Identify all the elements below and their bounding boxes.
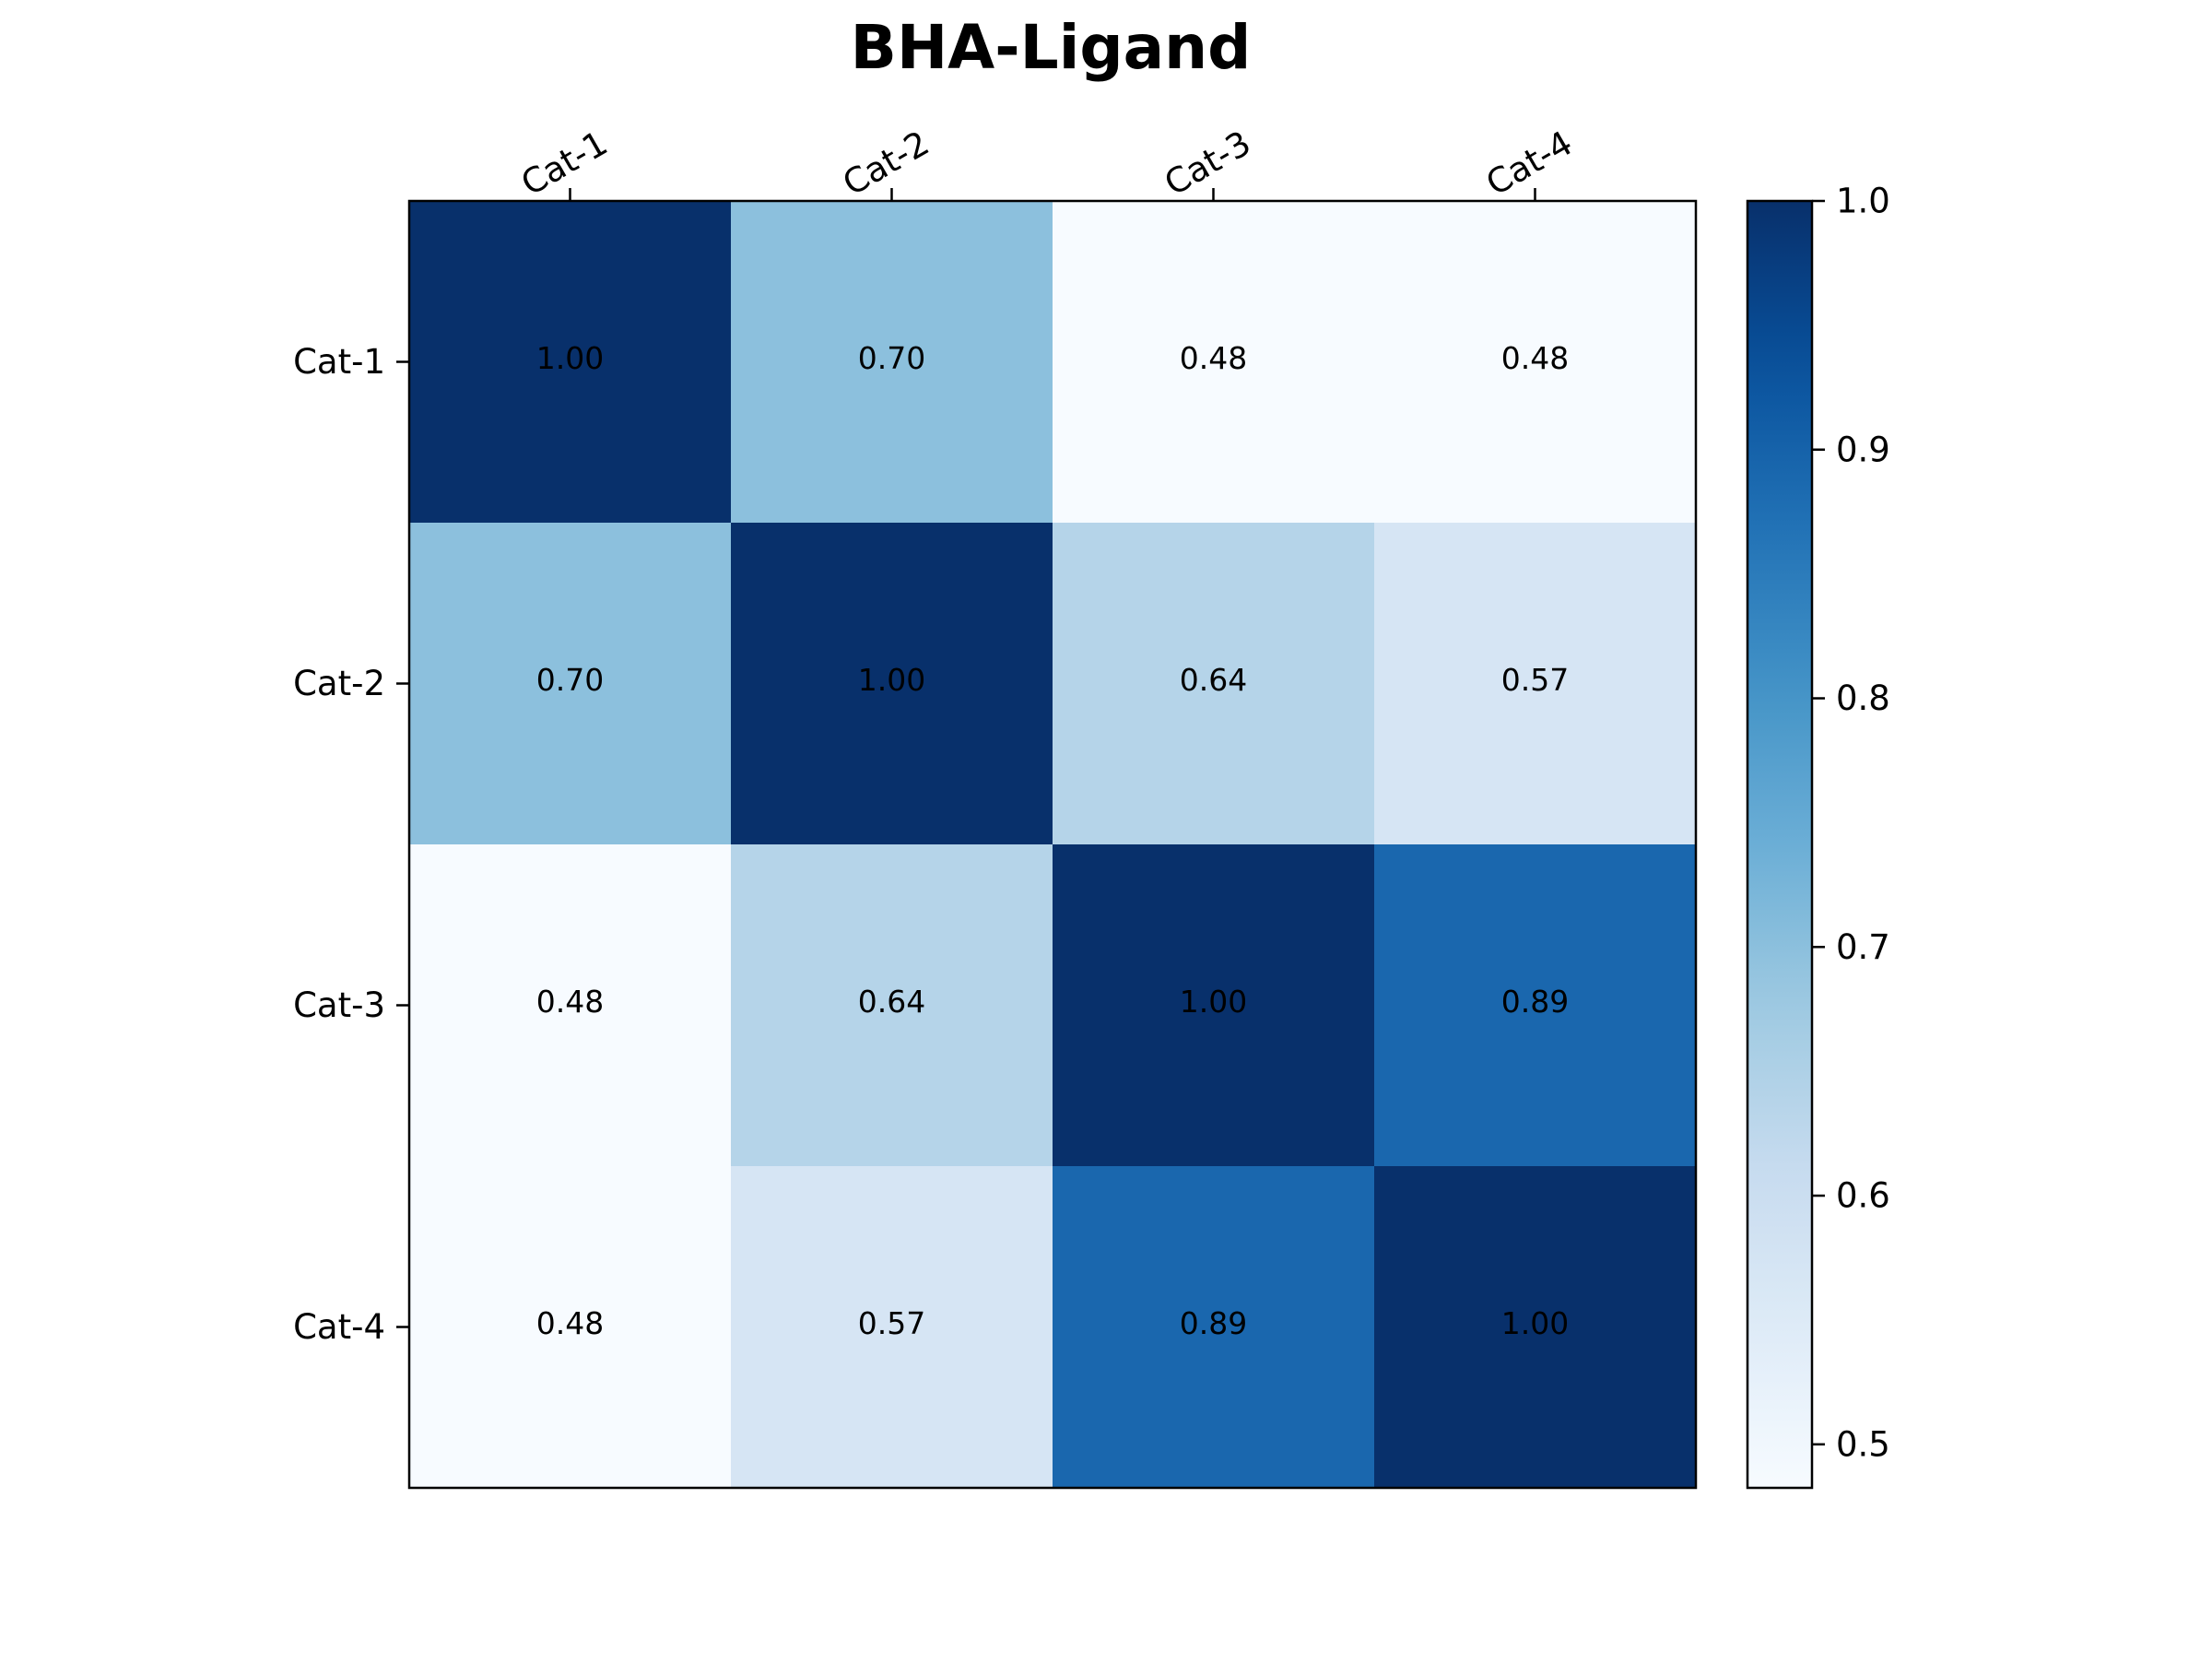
heatmap-cell-labels: 1.00 0.70 0.48 0.48 0.70 1.00 0.64 0.57 0.48 0.64… [536, 340, 1569, 1341]
heatmap-cell-4-2 [731, 1166, 1053, 1489]
cell-value-label-3-1: 0.48 [536, 984, 604, 1020]
x-tick-label-2: Cat-2 [836, 124, 935, 204]
colorbar-tick-label-4: 0.8 [1836, 678, 1890, 718]
heatmap-cell-2-1 [409, 523, 732, 845]
y-tick-label-4: Cat-4 [293, 1307, 385, 1347]
plot-frame [407, 199, 1698, 1490]
heatmap-cell-1-1 [409, 201, 732, 524]
cell-value-label-4-1: 0.48 [536, 1305, 604, 1341]
heatmap-cell-3-4 [1374, 844, 1697, 1167]
cell-value-label-2-4: 0.57 [1501, 662, 1569, 698]
colorbar-tick-label-5: 0.9 [1836, 430, 1890, 469]
heatmap-cell-4-3 [1053, 1166, 1375, 1489]
heatmap-cell-2-2 [731, 523, 1053, 845]
heatmap-cell-2-3 [1053, 523, 1375, 845]
cell-value-label-2-2: 1.00 [858, 662, 925, 698]
heatmap-cell-2-4 [1374, 523, 1697, 845]
cell-value-label-1-4: 0.48 [1501, 340, 1569, 376]
colorbar-frame [1746, 199, 1814, 1490]
cell-value-label-1-2: 0.70 [858, 340, 925, 376]
y-axis: Cat-1 Cat-2 Cat-3 Cat-4 [293, 342, 409, 1347]
cell-value-label-4-2: 0.57 [858, 1305, 925, 1341]
y-tick-label-2: Cat-2 [293, 664, 385, 703]
x-tick-label-4: Cat-4 [1479, 124, 1579, 204]
chart-title: BHA-Ligand [851, 12, 1252, 83]
heatmap-cell-1-4 [1374, 201, 1697, 524]
cell-value-label-3-4: 0.89 [1501, 984, 1569, 1020]
colorbar [1747, 201, 1812, 1488]
x-axis: Cat-1 Cat-2 Cat-3 Cat-4 [514, 124, 1579, 204]
heatmap-cell-4-1 [409, 1166, 732, 1489]
cell-value-label-4-3: 0.89 [1180, 1305, 1247, 1341]
cell-value-label-1-1: 1.00 [536, 340, 604, 376]
cell-value-label-3-3: 1.00 [1180, 984, 1247, 1020]
colorbar-tick-label-2: 0.6 [1836, 1176, 1890, 1216]
cell-value-label-3-2: 0.64 [858, 984, 925, 1020]
heatmap-cell-3-2 [731, 844, 1053, 1167]
heatmap-cell-4-4 [1374, 1166, 1697, 1489]
heatmap-cell-3-3 [1053, 844, 1375, 1167]
y-tick-label-1: Cat-1 [293, 342, 385, 382]
x-tick-label-3: Cat-3 [1158, 124, 1257, 204]
cell-value-label-1-3: 0.48 [1180, 340, 1247, 376]
cell-value-label-4-4: 1.00 [1501, 1305, 1569, 1341]
colorbar-tick-label-6: 1.0 [1836, 182, 1890, 221]
heatmap-cell-1-3 [1053, 201, 1375, 524]
colorbar-tick-label-3: 0.7 [1836, 927, 1890, 967]
y-tick-label-3: Cat-3 [293, 985, 385, 1025]
heatmap-cells [409, 201, 1697, 1489]
x-tick-label-1: Cat-1 [514, 124, 614, 204]
colorbar-axis: 0.5 0.6 0.7 0.8 0.9 1.0 [1812, 182, 1890, 1464]
heatmap-cell-1-2 [731, 201, 1053, 524]
heatmap-cell-3-1 [409, 844, 732, 1167]
colorbar-tick-label-1: 0.5 [1836, 1424, 1890, 1464]
cell-value-label-2-1: 0.70 [536, 662, 604, 698]
cell-value-label-2-3: 0.64 [1180, 662, 1247, 698]
